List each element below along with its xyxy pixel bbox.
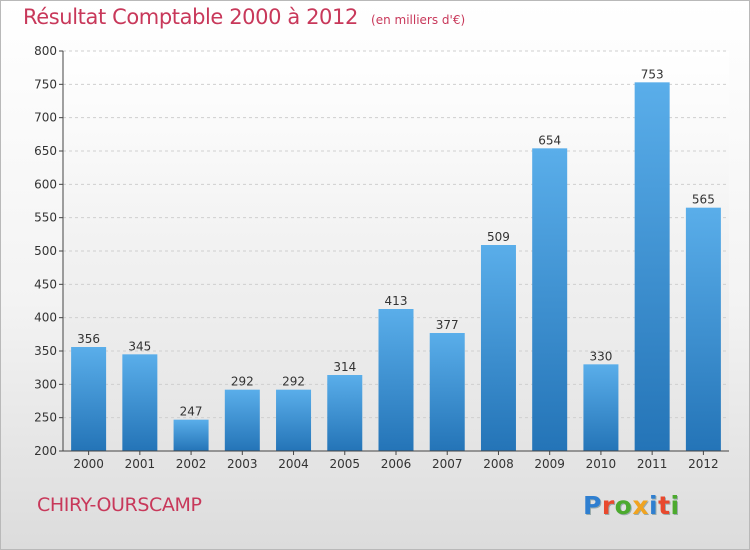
- y-tick-label: 250: [34, 411, 57, 425]
- brand-letter: i: [649, 491, 659, 520]
- y-tick-label: 750: [34, 77, 57, 91]
- bar-2004: [276, 389, 312, 451]
- y-tick-label: 350: [34, 344, 57, 358]
- y-tick-label: 600: [34, 177, 57, 191]
- x-tick-label: 2004: [278, 457, 309, 471]
- value-label: 356: [77, 332, 100, 346]
- value-label: 654: [538, 133, 561, 147]
- x-tick-label: 2003: [227, 457, 258, 471]
- bar-2000: [71, 347, 107, 451]
- x-tick-label: 2006: [381, 457, 412, 471]
- x-tick-label: 2005: [329, 457, 360, 471]
- brand-letter: r: [601, 491, 615, 520]
- bar-2005: [327, 375, 363, 451]
- y-tick-label: 800: [34, 44, 57, 58]
- brand-letter: P: [583, 491, 602, 520]
- value-label: 509: [487, 230, 510, 244]
- chart-title: Résultat Comptable 2000 à 2012: [23, 5, 358, 29]
- x-tick-label: 2012: [688, 457, 719, 471]
- y-tick-label: 700: [34, 111, 57, 125]
- brand-letter: i: [670, 491, 680, 520]
- brand-logo: Proxiti: [583, 491, 680, 520]
- value-label: 292: [231, 375, 254, 389]
- brand-letter: o: [614, 491, 633, 520]
- value-label: 565: [692, 193, 715, 207]
- city-label: CHIRY-OURSCAMP: [37, 494, 202, 516]
- x-tick-label: 2009: [534, 457, 565, 471]
- x-tick-label: 2010: [586, 457, 617, 471]
- y-tick-label: 450: [34, 277, 57, 291]
- x-tick-label: 2008: [483, 457, 514, 471]
- bars: 356 345 247 292 292 314 413 377 509 654 330 753 565: [71, 67, 721, 452]
- x-tick-label: 2001: [125, 457, 156, 471]
- y-tick-label: 550: [34, 211, 57, 225]
- y-tick-label: 300: [34, 377, 57, 391]
- bar-2011: [634, 82, 670, 451]
- chart-subtitle: (en milliers d'€): [371, 13, 466, 27]
- bar-2010: [583, 364, 619, 451]
- axes: 200 250 300 350 400 450 500 550 600 650 700 750 800 2…: [34, 44, 729, 471]
- bar-2012: [685, 207, 721, 451]
- value-label: 330: [589, 349, 612, 363]
- value-label: 413: [385, 294, 408, 308]
- brand-letter: t: [658, 491, 671, 520]
- bar-2008: [480, 245, 516, 451]
- value-label: 292: [282, 375, 305, 389]
- brand-letter: x: [632, 491, 649, 520]
- x-tick-label: 2007: [432, 457, 463, 471]
- value-label: 753: [641, 67, 664, 81]
- title-row: Résultat Comptable 2000 à 2012 (en milli…: [23, 5, 465, 29]
- value-label: 377: [436, 318, 459, 332]
- x-tick-label: 2002: [176, 457, 207, 471]
- x-tick-label: 2011: [637, 457, 668, 471]
- bar-2001: [122, 354, 158, 451]
- bar-2009: [532, 148, 568, 452]
- bar-2003: [224, 389, 260, 451]
- value-label: 247: [180, 405, 203, 419]
- bar-2002: [173, 419, 209, 451]
- value-label: 345: [128, 339, 151, 353]
- y-tick-label: 200: [34, 444, 57, 458]
- value-label: 314: [333, 360, 356, 374]
- bar-2006: [378, 309, 414, 451]
- x-tick-label: 2000: [73, 457, 104, 471]
- y-tick-label: 400: [34, 311, 57, 325]
- y-tick-label: 500: [34, 244, 57, 258]
- y-tick-label: 650: [34, 144, 57, 158]
- bar-2007: [429, 333, 465, 451]
